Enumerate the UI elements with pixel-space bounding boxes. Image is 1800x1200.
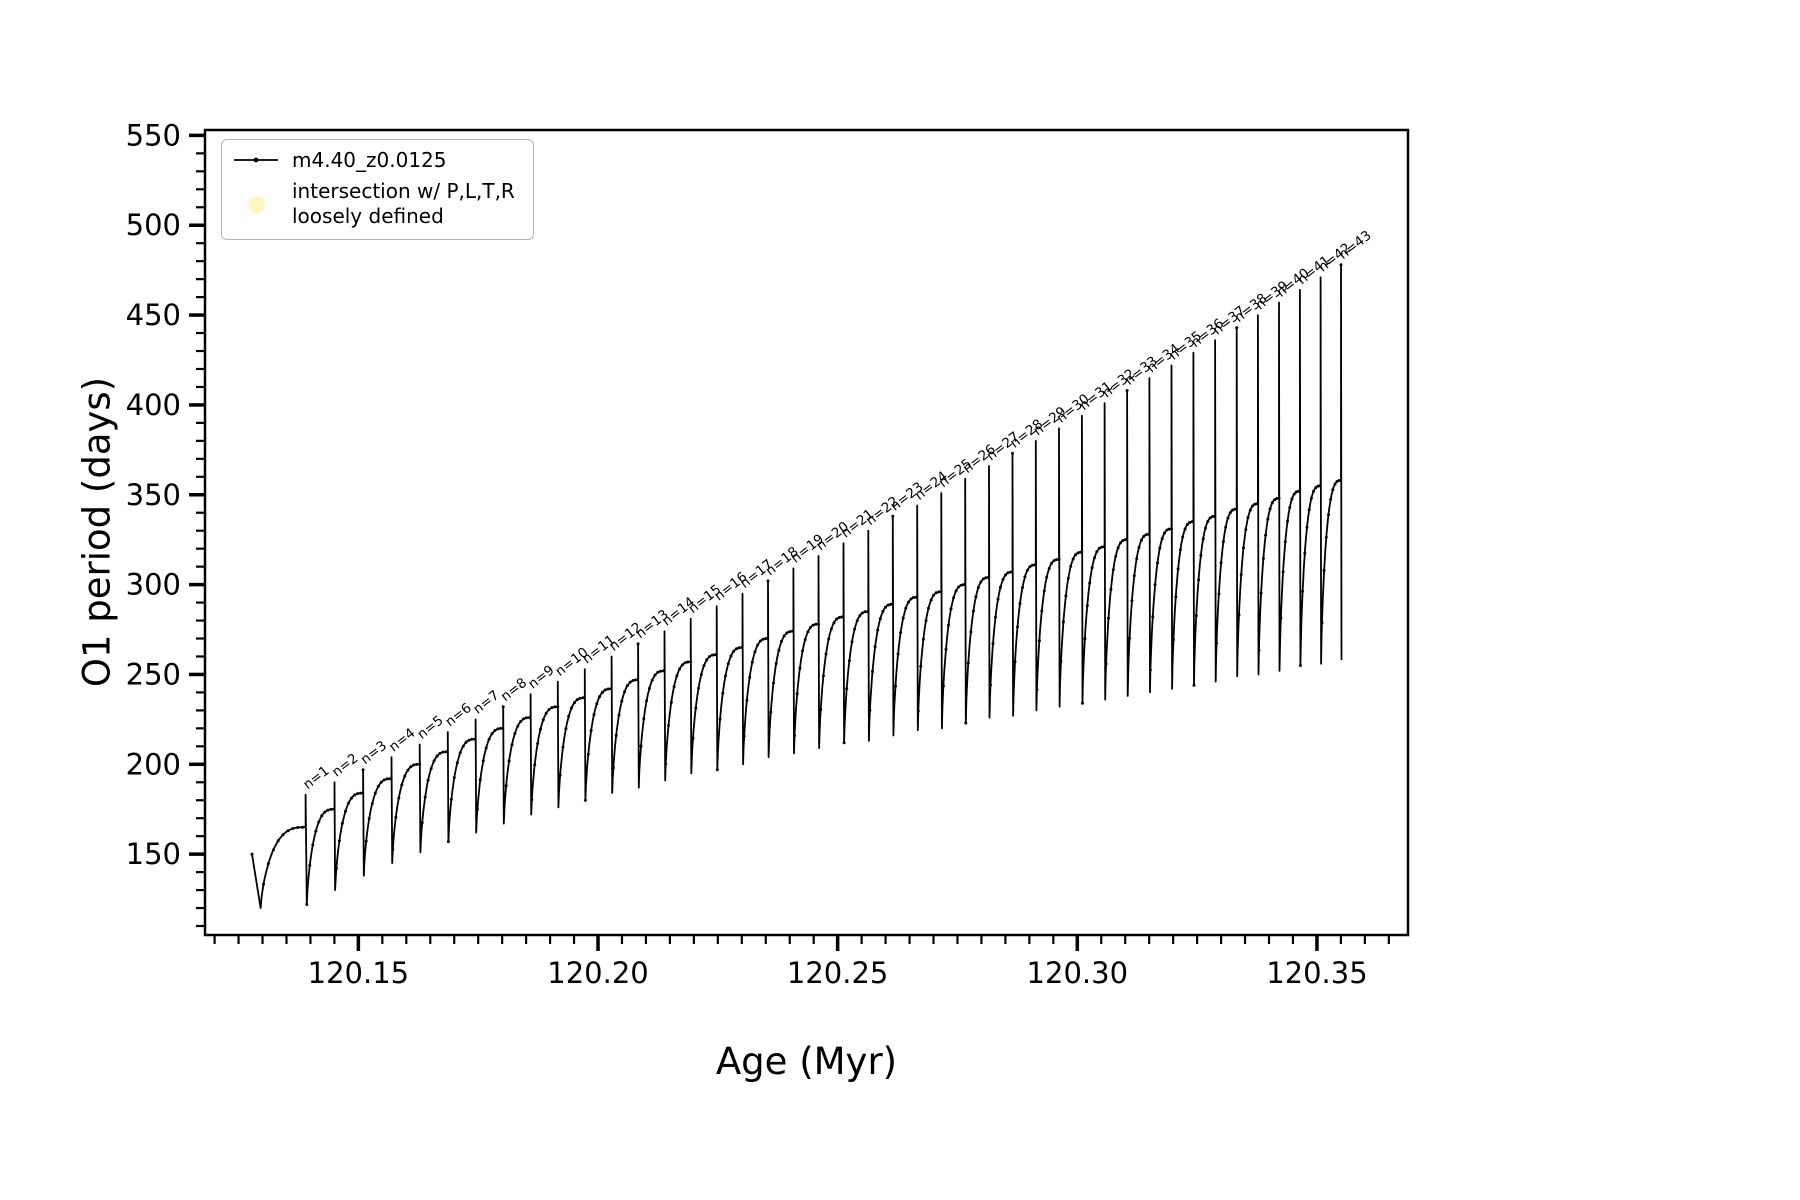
svg-text:200: 200 <box>126 747 181 781</box>
pulse-label: n=2 <box>329 750 361 780</box>
legend-line-dot-marker <box>232 152 280 168</box>
ticks-group <box>189 133 1390 951</box>
svg-text:550: 550 <box>126 118 181 152</box>
y-axis-label: O1 period (days) <box>75 376 119 688</box>
legend-row-series: m4.40_z0.0125 <box>232 148 515 172</box>
svg-text:450: 450 <box>126 298 181 332</box>
legend-row-intersection: intersection w/ P,L,T,R loosely defined <box>232 179 515 229</box>
pulse-labels-group: n=1n=2n=3n=4n=5n=6n=7n=8n=9n=10n=11n=12n… <box>300 228 1374 793</box>
pulse-label: n=1 <box>300 763 332 793</box>
svg-text:250: 250 <box>126 657 181 691</box>
svg-text:120.25: 120.25 <box>787 956 888 990</box>
svg-text:400: 400 <box>126 388 181 422</box>
svg-text:300: 300 <box>126 568 181 602</box>
legend-series1-label: m4.40_z0.0125 <box>292 148 447 172</box>
series-markers <box>250 263 1343 906</box>
svg-text:350: 350 <box>126 478 181 512</box>
legend: m4.40_z0.0125 intersection w/ P,L,T,R lo… <box>221 139 534 240</box>
svg-text:120.30: 120.30 <box>1027 956 1128 990</box>
axes-spines <box>203 128 1410 937</box>
pulse-label: n=43 <box>1336 228 1375 263</box>
svg-text:120.20: 120.20 <box>547 956 648 990</box>
legend-intersection-dot-icon <box>247 195 265 213</box>
svg-text:120.15: 120.15 <box>308 956 409 990</box>
legend-intersection-marker-wrap <box>232 195 280 213</box>
tick-labels-group: 120.15 120.20 120.25 120.30 120.35 150 200 250 3… <box>126 118 1368 990</box>
legend-series2-label: intersection w/ P,L,T,R loosely defined <box>292 179 515 228</box>
svg-text:500: 500 <box>126 208 181 242</box>
x-axis-label: Age (Myr) <box>715 1040 898 1083</box>
svg-text:150: 150 <box>126 837 181 871</box>
svg-text:120.35: 120.35 <box>1266 956 1367 990</box>
